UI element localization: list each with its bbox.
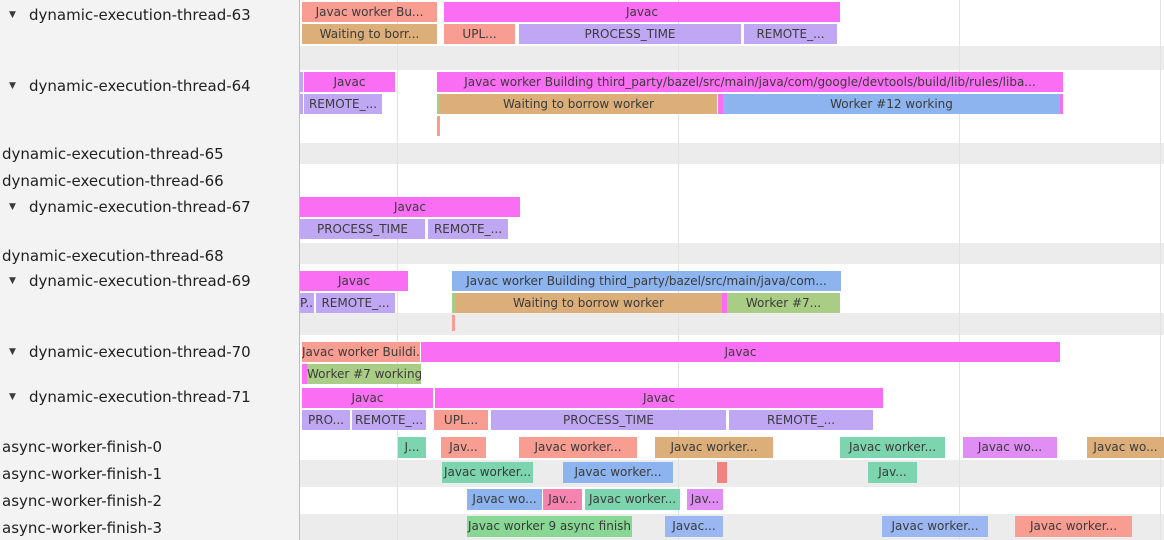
trace-slice[interactable]: Waiting to borrow worker <box>455 293 722 313</box>
trace-slice[interactable]: PROCESS_TIME <box>519 24 741 44</box>
trace-slice[interactable] <box>1060 94 1063 114</box>
trace-slice[interactable]: Javac <box>421 342 1060 362</box>
trace-slice[interactable] <box>300 94 303 114</box>
thread-name: async-worker-finish-1 <box>2 465 163 483</box>
thread-name: dynamic-execution-thread-65 <box>2 145 224 163</box>
thread-row-label[interactable]: ▼ dynamic-execution-thread-67 <box>0 197 299 217</box>
trace-slice[interactable]: REMOTE_... <box>744 24 837 44</box>
thread-row-label[interactable]: async-worker-finish-1 <box>0 464 301 484</box>
thread-row-label[interactable]: async-worker-finish-2 <box>0 491 301 511</box>
trace-slice[interactable]: PRO... <box>302 410 350 430</box>
trace-slice[interactable] <box>437 116 440 136</box>
trace-slice[interactable]: Jav... <box>687 489 723 510</box>
trace-slice[interactable]: Javac <box>300 197 520 217</box>
collapse-triangle-icon[interactable]: ▼ <box>9 347 16 357</box>
trace-slice[interactable] <box>718 94 723 114</box>
trace-slice[interactable]: Javac worker... <box>442 462 533 483</box>
thread-name: dynamic-execution-thread-64 <box>29 77 251 95</box>
thread-name: dynamic-execution-thread-69 <box>29 272 251 290</box>
trace-slice[interactable]: Javac worker Building third_party/bazel/… <box>452 271 841 291</box>
trace-slice[interactable]: Worker #7... <box>727 293 840 313</box>
trace-slice[interactable]: Javac worker... <box>519 437 637 458</box>
trace-slice[interactable]: P... <box>300 293 314 313</box>
trace-slice[interactable]: Javac worker 9 async finish <box>467 516 632 537</box>
collapse-triangle-icon[interactable]: ▼ <box>9 10 16 20</box>
thread-name: dynamic-execution-thread-68 <box>2 247 224 265</box>
thread-name: async-worker-finish-0 <box>2 438 163 456</box>
thread-name-panel: ▼ dynamic-execution-thread-63 ▼ dynamic-exe… <box>0 0 300 540</box>
thread-name: async-worker-finish-3 <box>2 519 163 537</box>
trace-slice[interactable]: Jav... <box>441 437 486 458</box>
trace-slice[interactable]: REMOTE_... <box>316 293 395 313</box>
thread-row-label[interactable]: dynamic-execution-thread-65 <box>0 144 301 164</box>
trace-slice[interactable]: Worker #12 working <box>723 94 1060 114</box>
trace-slice[interactable] <box>722 293 727 313</box>
trace-slice[interactable]: Javac worker... <box>1015 516 1132 537</box>
thread-name: dynamic-execution-thread-70 <box>29 343 251 361</box>
gridline <box>678 0 679 540</box>
trace-slice[interactable]: Javac... <box>665 516 723 537</box>
trace-slice[interactable]: Javac worker Building third_party/bazel/… <box>437 72 1063 92</box>
thread-row-label[interactable]: ▼ dynamic-execution-thread-70 <box>0 342 299 362</box>
thread-row-label[interactable]: ▼ dynamic-execution-thread-71 <box>0 387 299 407</box>
trace-slice[interactable]: REMOTE_... <box>428 219 508 239</box>
gridline <box>397 0 398 540</box>
trace-slice[interactable]: Javac <box>304 72 395 92</box>
thread-row-label[interactable]: ▼ dynamic-execution-thread-64 <box>0 76 299 96</box>
trace-slice[interactable]: Javac worker... <box>882 516 988 537</box>
trace-slice[interactable]: Jav... <box>868 462 917 483</box>
trace-slice[interactable]: Jav... <box>543 489 582 510</box>
trace-slice[interactable] <box>437 94 440 114</box>
trace-slice[interactable]: Javac worker Bu... <box>302 2 437 22</box>
trace-slice[interactable]: PROCESS_TIME <box>491 410 726 430</box>
trace-slice[interactable] <box>302 364 307 384</box>
trace-slice[interactable]: Javac worker... <box>840 437 945 458</box>
trace-slice[interactable]: REMOTE_... <box>304 94 382 114</box>
trace-slice[interactable]: Javac <box>302 388 433 408</box>
collapse-triangle-icon[interactable]: ▼ <box>9 392 16 402</box>
thread-name: dynamic-execution-thread-66 <box>2 172 224 190</box>
trace-slice[interactable]: PROCESS_TIME <box>300 219 425 239</box>
trace-slice[interactable]: Waiting to borrow worker <box>440 94 717 114</box>
trace-slice[interactable]: Javac <box>300 271 408 291</box>
trace-slice[interactable]: Javac wo... <box>963 437 1057 458</box>
trace-slice[interactable]: Worker #7 working <box>307 364 421 384</box>
thread-row-label[interactable]: ▼ dynamic-execution-thread-63 <box>0 5 299 25</box>
collapse-triangle-icon[interactable]: ▼ <box>9 202 16 212</box>
trace-slice[interactable]: Waiting to borr... <box>302 24 437 44</box>
trace-slice[interactable]: Javac worker Buildi... <box>302 342 420 362</box>
thread-name: async-worker-finish-2 <box>2 492 163 510</box>
trace-slice[interactable]: Javac worker... <box>563 462 673 483</box>
trace-slice[interactable]: Javac wo... <box>467 489 542 510</box>
trace-slice[interactable]: Javac <box>435 388 883 408</box>
thread-name: dynamic-execution-thread-67 <box>29 198 251 216</box>
trace-slice[interactable] <box>452 293 455 313</box>
trace-slice[interactable]: UPL... <box>434 410 488 430</box>
collapse-triangle-icon[interactable]: ▼ <box>9 81 16 91</box>
thread-name: dynamic-execution-thread-71 <box>29 388 251 406</box>
thread-row-label[interactable]: ▼ dynamic-execution-thread-69 <box>0 271 299 291</box>
thread-row-label[interactable]: async-worker-finish-0 <box>0 437 301 457</box>
trace-slice[interactable] <box>452 315 455 331</box>
trace-slice[interactable]: Javac wo... <box>1087 437 1164 458</box>
collapse-triangle-icon[interactable]: ▼ <box>9 276 16 286</box>
thread-row-label[interactable]: dynamic-execution-thread-66 <box>0 171 301 191</box>
thread-row-label[interactable]: async-worker-finish-3 <box>0 518 301 538</box>
trace-slice[interactable] <box>300 72 303 92</box>
trace-slice[interactable]: REMOTE_... <box>352 410 426 430</box>
gridline <box>959 0 960 540</box>
trace-slice[interactable]: J... <box>398 437 426 458</box>
trace-slice[interactable]: REMOTE_... <box>729 410 873 430</box>
thread-name: dynamic-execution-thread-63 <box>29 6 251 24</box>
trace-slice[interactable] <box>717 462 727 483</box>
thread-row-label[interactable]: dynamic-execution-thread-68 <box>0 246 301 266</box>
gridline <box>1160 0 1161 540</box>
trace-slice[interactable]: Javac <box>444 2 840 22</box>
trace-slice[interactable]: UPL... <box>444 24 515 44</box>
trace-slice[interactable]: Javac worker... <box>585 489 680 510</box>
trace-slice[interactable]: Javac worker... <box>655 437 773 458</box>
